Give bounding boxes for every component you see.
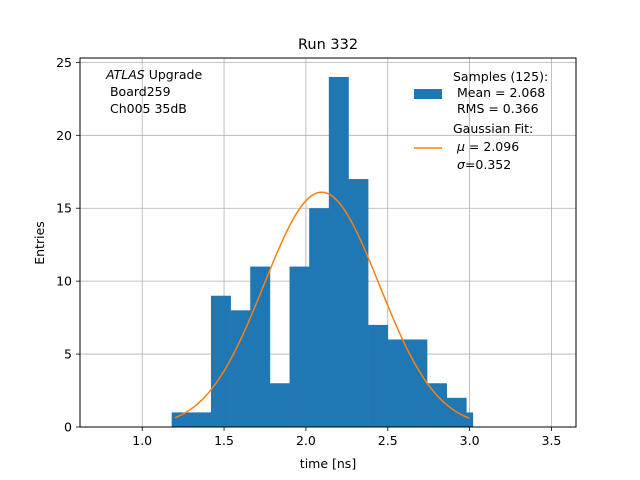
x-tick-label: 1.5 bbox=[214, 433, 234, 448]
y-tick-label: 25 bbox=[56, 55, 72, 70]
legend-samples-line-3: RMS = 0.366 bbox=[453, 101, 539, 116]
legend-fit-sigma: σ=0.352 bbox=[457, 157, 511, 172]
histogram-bar bbox=[309, 208, 330, 427]
histogram-bar bbox=[210, 295, 231, 427]
histogram-bar bbox=[250, 266, 271, 427]
legend-fit-mu: μ = 2.096 bbox=[456, 139, 519, 154]
x-axis-label: time [ns] bbox=[300, 456, 356, 471]
legend-sigma-symbol: σ bbox=[457, 157, 466, 172]
x-tick-label: 1.0 bbox=[132, 433, 152, 448]
annotation-upgrade: Upgrade bbox=[145, 67, 203, 82]
annotation-line-2: Board259 bbox=[106, 84, 171, 99]
histogram-bar bbox=[191, 412, 212, 427]
histogram-bar bbox=[269, 383, 290, 427]
y-tick-label: 15 bbox=[56, 201, 72, 216]
gaussian-fit-layer bbox=[174, 191, 470, 420]
histogram-bar bbox=[230, 310, 251, 427]
histogram-bar bbox=[387, 339, 408, 427]
histogram-bar bbox=[289, 266, 310, 427]
legend-samples-swatch bbox=[414, 89, 442, 99]
histogram-bar bbox=[407, 339, 428, 427]
tick-layer: 1.0 1.5 2.0 2.5 3.0 3.5 0 5 10 15 20 25 bbox=[56, 55, 561, 448]
y-tick-label: 0 bbox=[64, 420, 72, 435]
legend-mu-value: = 2.096 bbox=[465, 139, 519, 154]
histogram-bar bbox=[171, 412, 192, 427]
x-tick-label: 3.5 bbox=[542, 433, 562, 448]
x-tick-label: 3.0 bbox=[460, 433, 480, 448]
y-tick-label: 20 bbox=[56, 128, 72, 143]
histogram-bars bbox=[171, 76, 474, 427]
histogram-bar bbox=[368, 324, 389, 427]
histogram-bar bbox=[328, 76, 349, 427]
legend-sigma-value: =0.352 bbox=[465, 157, 511, 172]
histogram-bar bbox=[466, 412, 474, 427]
annotation-atlas: ATLAS bbox=[105, 67, 145, 82]
histogram-bar bbox=[348, 179, 369, 427]
annotation-line-3: Ch005 35dB bbox=[106, 101, 187, 116]
y-axis-label: Entries bbox=[32, 221, 47, 265]
legend-mu-symbol: μ bbox=[456, 139, 465, 154]
chart-title: Run 332 bbox=[298, 37, 358, 53]
gaussian-fit-curve bbox=[174, 191, 470, 420]
legend: Samples (125): Mean = 2.068 RMS = 0.366 … bbox=[414, 69, 548, 172]
plot-frame bbox=[79, 57, 577, 428]
y-tick-label: 5 bbox=[64, 347, 72, 362]
x-tick-label: 2.5 bbox=[378, 433, 398, 448]
legend-samples-line-2: Mean = 2.068 bbox=[453, 85, 545, 100]
y-tick-label: 10 bbox=[56, 274, 72, 289]
legend-fit-line-1: Gaussian Fit: bbox=[453, 121, 533, 136]
legend-samples-line-1: Samples (125): bbox=[453, 69, 548, 84]
annotation-box: ATLAS Upgrade Board259 Ch005 35dB bbox=[105, 67, 202, 116]
x-tick-label: 2.0 bbox=[296, 433, 316, 448]
annotation-line-1: ATLAS Upgrade bbox=[105, 67, 202, 82]
histogram-bar bbox=[427, 383, 447, 427]
